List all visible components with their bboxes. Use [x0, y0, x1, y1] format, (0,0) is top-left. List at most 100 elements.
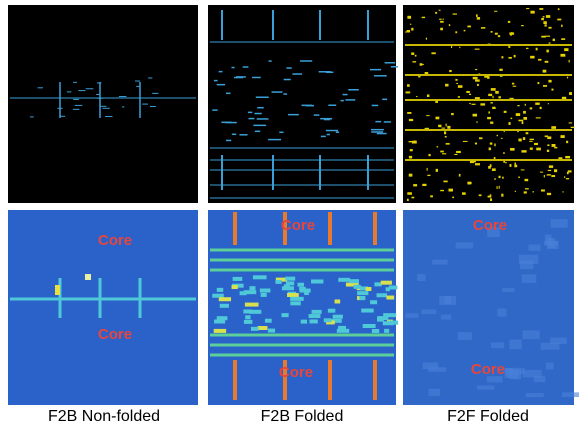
texture	[514, 165, 517, 168]
texture	[495, 91, 498, 94]
texture	[97, 98, 103, 99]
texture	[543, 70, 547, 73]
texture	[502, 177, 504, 179]
texture	[409, 156, 412, 159]
texture	[300, 60, 312, 62]
texture	[335, 299, 341, 303]
texture	[490, 164, 492, 167]
texture	[366, 287, 372, 291]
texture	[407, 30, 410, 32]
texture	[445, 84, 448, 87]
texture	[509, 32, 514, 34]
texture	[357, 291, 368, 295]
texture	[440, 28, 443, 31]
texture	[547, 174, 551, 175]
texture	[508, 46, 510, 48]
texture	[554, 169, 557, 172]
texture	[385, 62, 396, 64]
texture	[244, 320, 252, 324]
texture	[541, 36, 546, 38]
texture	[512, 83, 514, 85]
texture	[569, 60, 570, 63]
texture	[539, 8, 543, 10]
texture	[498, 308, 507, 316]
texture	[444, 296, 451, 304]
texture	[552, 144, 556, 147]
texture	[475, 143, 477, 145]
texture	[430, 195, 433, 197]
texture	[212, 294, 224, 298]
texture	[232, 285, 238, 289]
texture	[426, 115, 429, 116]
texture	[407, 192, 412, 195]
texture	[243, 309, 251, 313]
core-label: Core	[98, 326, 132, 343]
texture	[439, 10, 441, 11]
texture	[523, 117, 527, 120]
texture	[321, 136, 326, 138]
texture	[541, 18, 544, 20]
texture	[338, 278, 350, 282]
texture	[410, 149, 413, 151]
texture	[530, 56, 534, 59]
texture	[359, 296, 365, 300]
texture	[301, 320, 307, 324]
texture	[333, 315, 343, 319]
texture	[253, 275, 267, 279]
texture	[243, 66, 249, 68]
texture	[102, 108, 109, 109]
texture	[377, 133, 387, 135]
texture	[501, 138, 503, 139]
texture	[239, 134, 247, 136]
texture	[233, 277, 243, 281]
texture	[328, 104, 336, 106]
texture	[279, 132, 283, 134]
texture	[467, 182, 471, 185]
texture	[441, 128, 445, 129]
texture	[251, 327, 259, 331]
texture	[311, 279, 323, 283]
texture	[523, 111, 526, 114]
texture	[490, 102, 493, 103]
texture	[534, 143, 538, 145]
texture	[272, 91, 283, 93]
texture	[427, 94, 429, 97]
texture	[57, 108, 62, 109]
texture	[421, 309, 436, 314]
texture	[436, 169, 438, 172]
core-label: Core	[279, 364, 313, 381]
texture	[499, 186, 500, 189]
texture	[437, 146, 439, 147]
texture	[488, 111, 490, 113]
texture	[371, 129, 384, 131]
texture	[494, 178, 496, 179]
texture	[348, 89, 359, 91]
texture	[487, 76, 490, 79]
texture	[219, 71, 223, 73]
texture	[337, 329, 349, 333]
texture	[525, 188, 529, 189]
texture	[525, 104, 526, 106]
texture	[543, 85, 547, 87]
texture	[479, 194, 482, 196]
texture	[312, 310, 322, 314]
texture	[492, 107, 495, 109]
texture	[226, 140, 231, 142]
texture	[297, 283, 304, 287]
texture	[557, 19, 561, 21]
texture	[453, 13, 457, 14]
core-label: Core	[281, 217, 315, 234]
texture	[492, 96, 493, 98]
texture	[446, 143, 450, 145]
texture	[245, 315, 250, 319]
texture	[530, 107, 533, 109]
texture	[426, 38, 427, 40]
texture	[97, 82, 101, 83]
texture	[406, 91, 411, 93]
texture	[260, 289, 271, 293]
texture	[549, 42, 551, 43]
texture	[475, 69, 477, 70]
texture	[442, 153, 446, 154]
texture	[286, 281, 294, 285]
texture	[327, 134, 330, 136]
